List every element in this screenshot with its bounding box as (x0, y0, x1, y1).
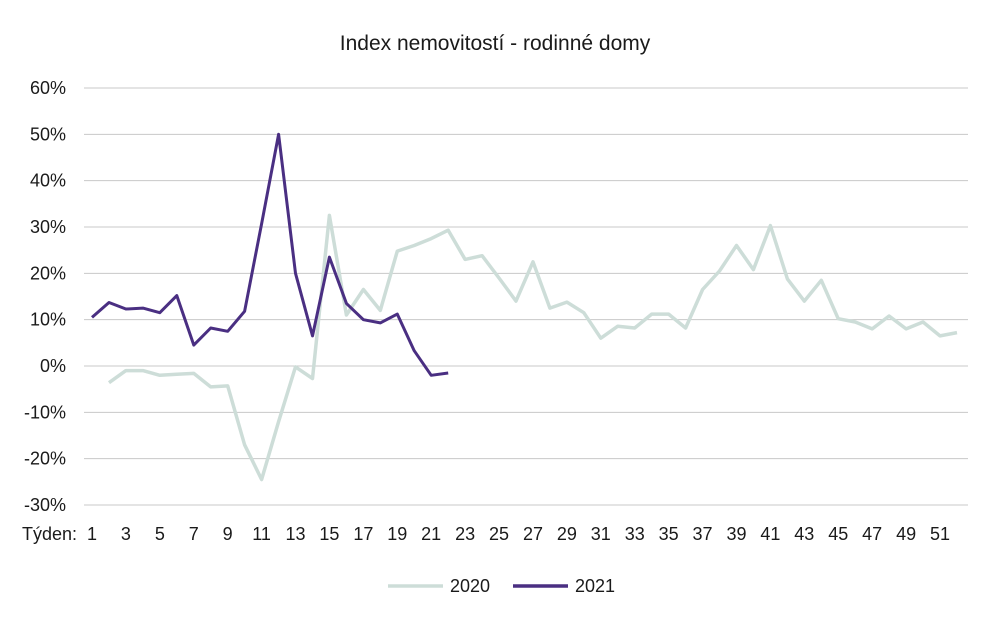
legend-label-2021: 2021 (575, 576, 615, 596)
x-tick-label: 5 (155, 524, 165, 544)
y-axis-tick-labels: 60% 50% 40% 30% 20% 10% 0% -10% -20% -30% (24, 78, 66, 515)
series-line-2020 (107, 213, 958, 482)
x-tick-label: 9 (223, 524, 233, 544)
x-tick-label: 51 (930, 524, 950, 544)
x-tick-label: 49 (896, 524, 916, 544)
y-tick-label: -10% (24, 402, 66, 422)
x-tick-label: 13 (286, 524, 306, 544)
x-tick-label: 17 (353, 524, 373, 544)
x-tick-label: 33 (625, 524, 645, 544)
x-axis-label: Týden: (22, 524, 77, 544)
x-tick-label: 15 (319, 524, 339, 544)
y-tick-label: -20% (24, 449, 66, 469)
x-tick-label: 11 (252, 524, 271, 544)
y-tick-label: 30% (30, 217, 66, 237)
x-tick-label: 41 (760, 524, 780, 544)
legend: 2020 2021 (388, 576, 615, 596)
x-tick-label: 31 (591, 524, 611, 544)
x-tick-label: 21 (421, 524, 441, 544)
y-tick-label: 60% (30, 78, 66, 98)
y-tick-label: 10% (30, 310, 66, 330)
y-tick-label: 40% (30, 171, 66, 191)
x-tick-label: 23 (455, 524, 475, 544)
x-tick-label: 37 (693, 524, 713, 544)
x-tick-label: 25 (489, 524, 509, 544)
x-tick-label: 27 (523, 524, 543, 544)
x-tick-label: 47 (862, 524, 882, 544)
x-tick-label: 29 (557, 524, 577, 544)
x-tick-label: 45 (828, 524, 848, 544)
y-tick-label: 50% (30, 124, 66, 144)
y-tick-label: 20% (30, 263, 66, 283)
series-lines (91, 132, 958, 482)
x-tick-label: 3 (121, 524, 131, 544)
x-tick-label: 19 (387, 524, 407, 544)
x-tick-label: 7 (189, 524, 199, 544)
x-axis-tick-labels: Týden: 1 3 5 7 9 11 13 15 17 19 21 23 25 27 29 31 33 35 37… (22, 524, 950, 544)
legend-label-2020: 2020 (450, 576, 490, 596)
y-tick-label: -30% (24, 495, 66, 515)
x-tick-label: 43 (794, 524, 814, 544)
y-tick-label: 0% (40, 356, 66, 376)
series-line-2021 (91, 132, 449, 377)
x-tick-label: 35 (659, 524, 679, 544)
gridlines (84, 87, 968, 506)
x-tick-label: 1 (87, 524, 97, 544)
x-tick-label: 39 (726, 524, 746, 544)
chart-title: Index nemovitostí - rodinné domy (340, 32, 651, 55)
